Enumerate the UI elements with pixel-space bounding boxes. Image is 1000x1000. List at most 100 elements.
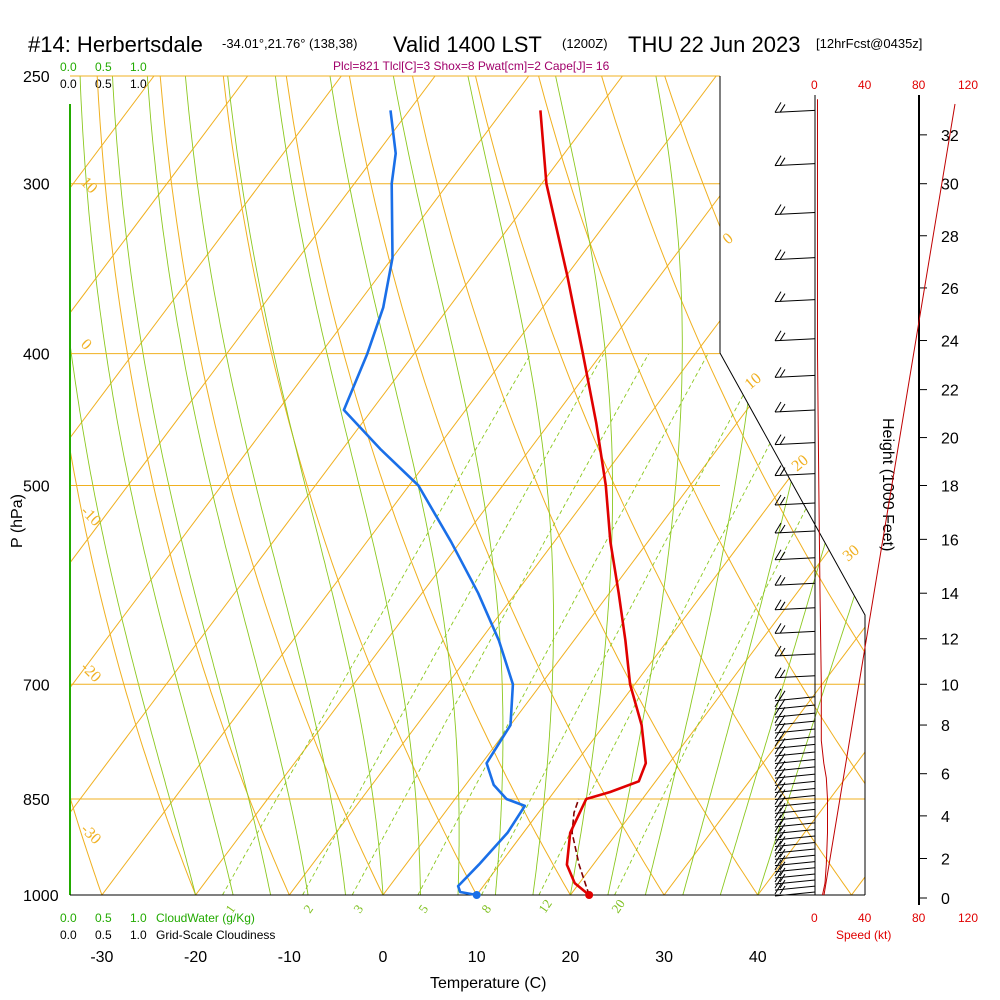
wind-barb-flag xyxy=(779,524,786,534)
wind-barb xyxy=(774,675,816,679)
wind-barb xyxy=(774,854,816,860)
wind-barb-flag xyxy=(774,728,782,739)
cloudwater-scale-bottom-2: 1.0 xyxy=(130,911,147,925)
wind-barb-flag xyxy=(779,885,786,895)
wind-barb-flag xyxy=(779,251,786,260)
wind-barb-flag xyxy=(779,436,786,445)
dry-adiabat-line xyxy=(412,76,759,895)
cloudwater-scale-top-2: 1.0 xyxy=(130,60,147,74)
wind-barb-flag xyxy=(779,467,786,476)
mixing-ratio-label: 5 xyxy=(415,902,431,916)
wind-barb xyxy=(774,442,816,446)
mixing-ratio-line xyxy=(417,353,709,895)
moist-adiabat-line xyxy=(227,76,384,895)
wind-barb-flag xyxy=(779,836,786,845)
wind-barb-flag xyxy=(774,155,782,166)
moist-adiabat-line xyxy=(719,76,865,895)
wind-barb-flag xyxy=(779,867,786,877)
moist-adiabat-line xyxy=(79,76,234,895)
wind-barb-flag xyxy=(774,751,782,762)
wind-barb xyxy=(774,885,816,891)
wind-barb-flag xyxy=(779,625,786,634)
wind-barb-flag xyxy=(779,809,786,819)
wind-barb xyxy=(774,704,816,710)
valid-date: THU 22 Jun 2023 xyxy=(628,32,800,57)
wind-barb-flag xyxy=(774,765,782,777)
wind-barb-flag xyxy=(774,871,782,883)
wind-barb-flag xyxy=(774,821,782,832)
isotherm-line xyxy=(757,76,865,895)
height-tick-label: 26 xyxy=(941,281,959,298)
moist-adiabat-line xyxy=(392,76,504,895)
mixing-ratio-label: 8 xyxy=(478,902,494,916)
wind-barb-flag xyxy=(779,796,786,805)
wind-barb xyxy=(774,653,816,657)
wind-barb-flag xyxy=(779,855,786,864)
height-tick-label: 28 xyxy=(941,229,959,246)
wind-barb-flag xyxy=(779,669,786,679)
temperature-tick-label: 30 xyxy=(655,949,673,966)
wind-barb-flag xyxy=(779,842,786,852)
pressure-tick-label: 300 xyxy=(23,177,50,194)
moist-adiabat-label: 20 xyxy=(789,452,812,475)
moist-adiabat-line xyxy=(555,76,614,895)
wind-barb xyxy=(774,502,816,506)
speed-tick-bottom-120: 120 xyxy=(958,911,978,925)
wind-barb xyxy=(774,828,816,834)
wind-barb-flag xyxy=(774,667,782,679)
wind-barb-flag xyxy=(779,104,786,113)
wind-barb-flag xyxy=(779,157,786,166)
mixing-ratio-line xyxy=(351,353,650,895)
parcel-trace xyxy=(571,798,590,896)
wind-barb-flag xyxy=(779,849,786,858)
dry-adiabat-line xyxy=(538,76,865,895)
dry-adiabat-line xyxy=(70,76,197,895)
wind-barb xyxy=(774,795,816,800)
isotherm-line xyxy=(663,76,865,895)
wind-barb xyxy=(774,212,816,216)
moist-adiabat-label: 30 xyxy=(840,542,863,565)
mixing-ratio-label: 20 xyxy=(608,896,628,915)
wind-barb-flag xyxy=(774,853,782,864)
moist-adiabat-label: 10 xyxy=(742,370,765,393)
wind-barb-flag xyxy=(774,801,782,812)
moist-adiabat-line xyxy=(112,76,272,895)
wind-barb-flag xyxy=(774,696,782,708)
wind-barb xyxy=(774,712,816,718)
wind-barb xyxy=(774,473,816,477)
moist-adiabat-line xyxy=(146,76,309,895)
wind-barb xyxy=(774,109,816,113)
wind-barb-flag xyxy=(774,883,782,895)
pressure-tick-label: 400 xyxy=(23,347,50,364)
moist-adiabat-line xyxy=(329,76,460,895)
wind-barb-flag xyxy=(774,847,782,858)
wind-barb xyxy=(774,530,816,534)
station-coords: -34.01°,21.76° (138,38) xyxy=(222,36,357,51)
speed-tick-bottom-40: 40 xyxy=(858,911,872,925)
wind-barb xyxy=(774,299,816,303)
wind-barb-flag xyxy=(774,645,782,657)
wind-barb-flag xyxy=(779,775,786,784)
wind-barb-flag xyxy=(774,599,782,611)
cloudwater-scale-top-0: 0.0 xyxy=(60,60,77,74)
dry-adiabat-line xyxy=(980,76,1000,895)
wind-barb-flag xyxy=(774,575,782,586)
station-title: #14: Herbertsdale xyxy=(28,32,203,57)
temperature-tick-label: -20 xyxy=(184,949,207,966)
forecast-info: [12hrFcst@0435z] xyxy=(816,36,922,51)
wind-barb-flag xyxy=(774,367,782,378)
wind-barb-flag xyxy=(779,647,786,657)
mixing-ratio-label: 2 xyxy=(300,902,316,916)
height-tick-label: 2 xyxy=(941,852,950,869)
wind-barb xyxy=(774,873,816,879)
speed-tick-bottom-0: 0 xyxy=(811,911,818,925)
cloudwater-scale-bottom-0: 0.0 xyxy=(60,911,77,925)
pressure-tick-label: 850 xyxy=(23,792,50,809)
height-axis-label: Height (1000 Feet) xyxy=(879,418,896,551)
wind-barb-flag xyxy=(774,401,782,413)
height-tick-label: 18 xyxy=(941,479,959,496)
wind-barb-flag xyxy=(779,369,786,378)
wind-barb xyxy=(774,338,816,342)
wind-barb xyxy=(774,557,816,561)
dry-adiabat-label: 10 xyxy=(77,174,100,197)
